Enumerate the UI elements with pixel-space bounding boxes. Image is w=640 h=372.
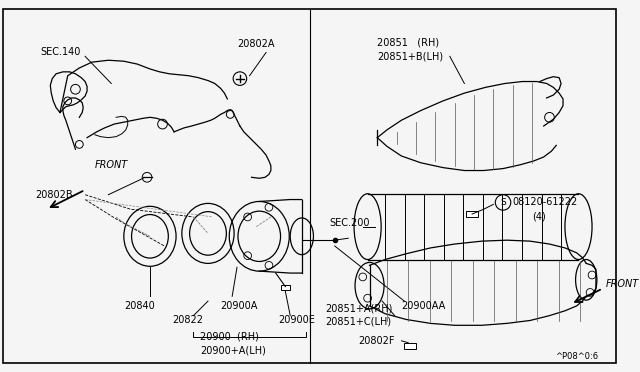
Text: (4): (4) (532, 212, 546, 222)
Text: 20840: 20840 (124, 301, 155, 311)
Text: 20900AA: 20900AA (401, 301, 445, 311)
Text: 20851+A(RH): 20851+A(RH) (325, 304, 392, 314)
Bar (467, 211, 478, 217)
Text: 20900E: 20900E (278, 315, 316, 326)
Text: FRONT: FRONT (95, 160, 128, 170)
Text: 20802F: 20802F (358, 336, 394, 346)
Text: 20802A: 20802A (237, 39, 275, 49)
Text: 20900+A(LH): 20900+A(LH) (200, 346, 266, 356)
Text: 20851   (RH): 20851 (RH) (378, 38, 440, 48)
Text: ^P08^0:6: ^P08^0:6 (556, 352, 598, 361)
Text: 20851+C(LH): 20851+C(LH) (325, 317, 391, 327)
Bar (280, 285, 290, 291)
Bar (404, 343, 416, 349)
Text: SEC.200: SEC.200 (329, 218, 369, 228)
Text: 20822: 20822 (172, 315, 203, 326)
Text: 20900A: 20900A (221, 301, 258, 311)
Text: 20900  (RH): 20900 (RH) (200, 332, 259, 342)
Text: SEC.140: SEC.140 (40, 46, 81, 57)
Text: 20802B: 20802B (35, 190, 72, 200)
Text: S: S (500, 198, 506, 207)
Text: 20851+B(LH): 20851+B(LH) (378, 51, 444, 61)
Text: 08120-61222: 08120-61222 (513, 198, 578, 208)
Text: FRONT: FRONT (605, 279, 639, 289)
